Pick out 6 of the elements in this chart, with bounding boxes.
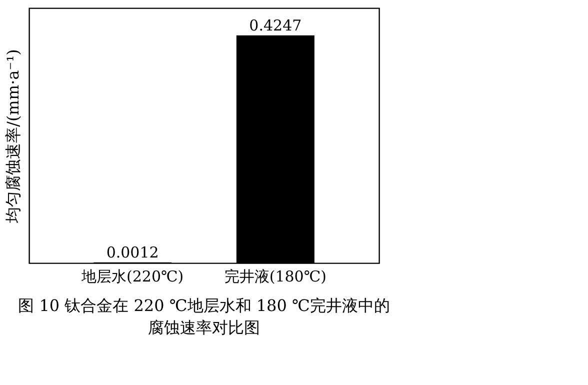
data-label: 0.4247 bbox=[249, 16, 302, 34]
x-tick-label: 完井液(180℃) bbox=[224, 268, 326, 286]
y-axis-title: 均匀腐蚀速率/(mm·a⁻¹) bbox=[4, 49, 22, 224]
text: 图 10 钛合金在 220 ℃地层水和 180 ℃完井液中的腐蚀速率对比图 bbox=[18, 296, 390, 337]
data-label: 0.0012 bbox=[106, 243, 159, 262]
x-tick-label: 地层水(220℃) bbox=[80, 268, 184, 286]
